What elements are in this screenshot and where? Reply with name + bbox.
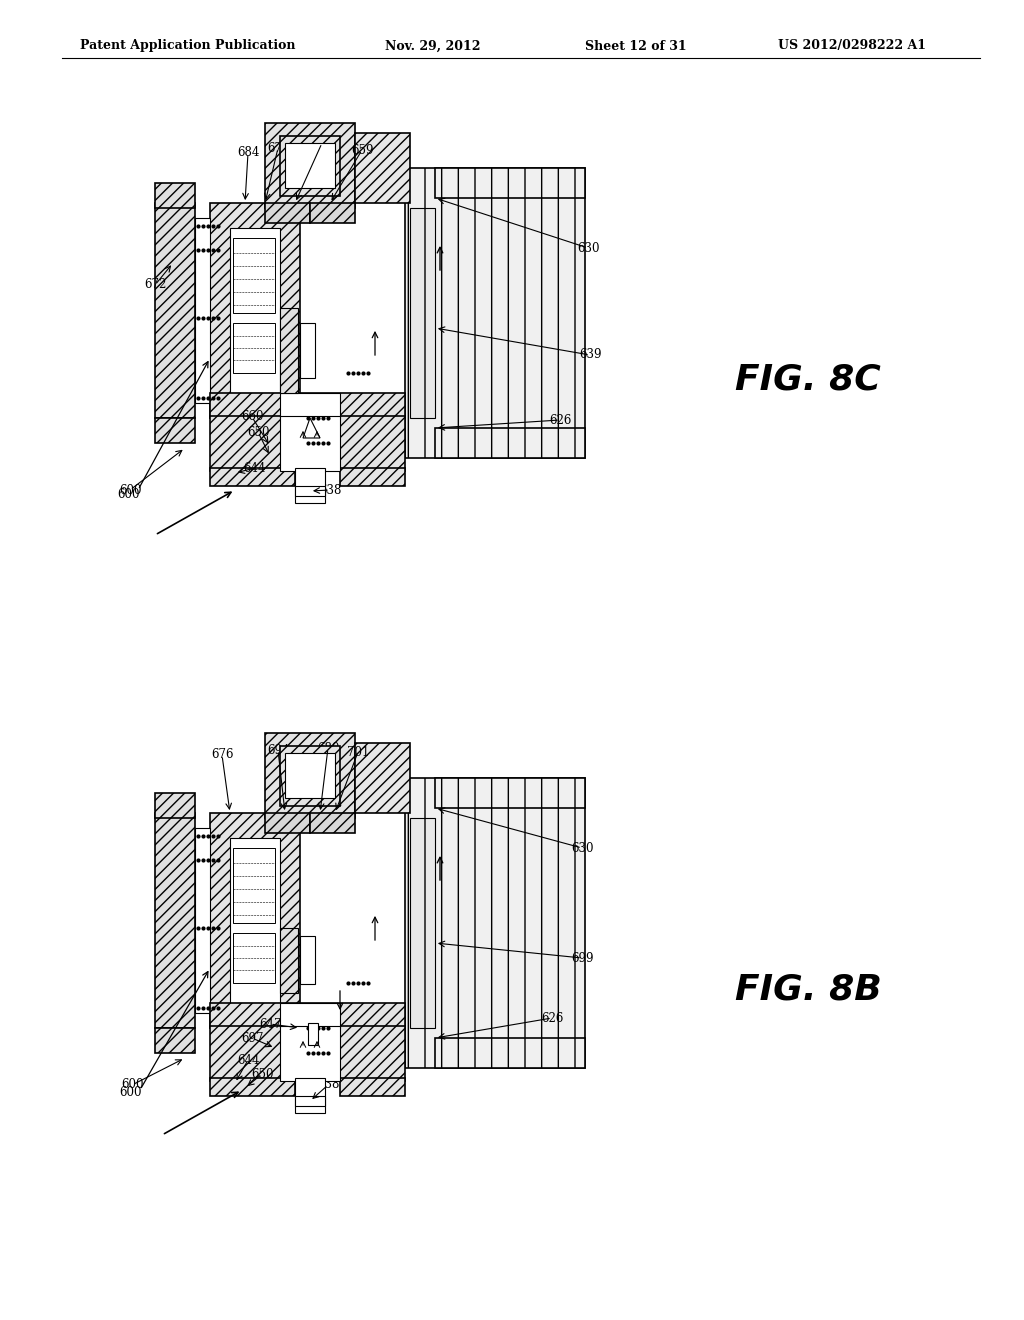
Text: 626: 626 — [549, 413, 571, 426]
Text: 644: 644 — [244, 462, 266, 474]
Bar — [210, 393, 406, 418]
Bar — [280, 1026, 340, 1081]
Text: 650: 650 — [247, 425, 269, 438]
Text: Patent Application Publication: Patent Application Publication — [80, 40, 296, 53]
Text: 630: 630 — [570, 842, 593, 854]
Bar — [210, 203, 300, 418]
Bar — [435, 428, 585, 458]
Text: 644: 644 — [237, 1053, 259, 1067]
Bar — [355, 743, 410, 813]
Bar — [435, 1038, 585, 1068]
Text: Sheet 12 of 31: Sheet 12 of 31 — [585, 40, 687, 53]
Text: 638: 638 — [316, 1078, 339, 1092]
Bar — [155, 1028, 195, 1053]
Bar — [210, 1078, 295, 1096]
Bar — [210, 416, 406, 471]
Bar — [410, 209, 435, 418]
Text: 672: 672 — [143, 279, 166, 292]
Bar — [210, 813, 300, 1028]
Bar — [155, 793, 195, 818]
Text: 694: 694 — [310, 136, 333, 149]
Polygon shape — [303, 418, 319, 438]
Bar — [295, 1096, 325, 1106]
Text: 659: 659 — [351, 144, 374, 157]
Bar — [280, 746, 340, 807]
Text: 600: 600 — [119, 483, 141, 496]
Text: 684: 684 — [237, 147, 259, 160]
Bar — [280, 393, 340, 418]
Bar — [295, 1078, 325, 1113]
Text: 701: 701 — [347, 746, 370, 759]
Bar — [155, 813, 195, 1028]
Text: 680: 680 — [316, 742, 339, 755]
Text: 639: 639 — [579, 348, 601, 362]
Bar — [230, 228, 280, 393]
Text: FIG. 8B: FIG. 8B — [735, 973, 882, 1007]
Bar — [233, 933, 275, 983]
Bar — [155, 203, 195, 418]
Bar — [233, 323, 275, 374]
Bar — [280, 928, 298, 993]
Text: 630: 630 — [577, 242, 599, 255]
Bar — [285, 752, 335, 799]
Bar — [233, 847, 275, 923]
Bar — [265, 203, 310, 223]
Bar — [406, 168, 585, 458]
Text: 676: 676 — [211, 748, 233, 762]
Text: Nov. 29, 2012: Nov. 29, 2012 — [385, 40, 480, 53]
Text: 600: 600 — [119, 1086, 141, 1100]
Bar — [310, 203, 355, 223]
Text: 699: 699 — [570, 952, 593, 965]
Text: 626: 626 — [541, 1011, 563, 1024]
Bar — [280, 416, 340, 471]
Bar — [340, 1078, 406, 1096]
Bar — [210, 1003, 406, 1028]
Text: 638: 638 — [318, 483, 341, 496]
Bar — [195, 828, 210, 1012]
Text: 660: 660 — [241, 411, 263, 424]
Bar — [355, 133, 410, 203]
Text: 697: 697 — [241, 1031, 263, 1044]
Bar — [195, 218, 210, 403]
Bar — [280, 1003, 340, 1028]
Bar — [300, 936, 315, 983]
Bar — [295, 486, 325, 496]
Bar — [300, 323, 315, 378]
Bar — [230, 838, 280, 1003]
Bar — [435, 777, 585, 808]
Bar — [233, 238, 275, 313]
Text: 600: 600 — [117, 487, 139, 500]
Bar — [310, 813, 355, 833]
Bar — [295, 469, 325, 503]
Bar — [308, 1023, 318, 1045]
Text: 647: 647 — [259, 1018, 282, 1031]
Bar — [280, 308, 298, 393]
Bar — [265, 123, 355, 209]
Bar — [210, 1026, 406, 1081]
Text: 600: 600 — [121, 1078, 143, 1092]
Bar — [210, 469, 295, 486]
Text: 694: 694 — [266, 743, 289, 756]
Bar — [406, 777, 585, 1068]
Bar — [410, 818, 435, 1028]
Text: FIG. 8C: FIG. 8C — [735, 363, 881, 397]
Bar — [435, 168, 585, 198]
Bar — [280, 136, 340, 195]
Text: US 2012/0298222 A1: US 2012/0298222 A1 — [778, 40, 926, 53]
Bar — [265, 813, 310, 833]
Bar — [155, 183, 195, 209]
Bar — [285, 143, 335, 187]
Text: 676: 676 — [266, 141, 289, 154]
Bar — [340, 469, 406, 486]
Text: 650: 650 — [251, 1068, 273, 1081]
Bar — [155, 418, 195, 444]
Bar — [265, 733, 355, 818]
